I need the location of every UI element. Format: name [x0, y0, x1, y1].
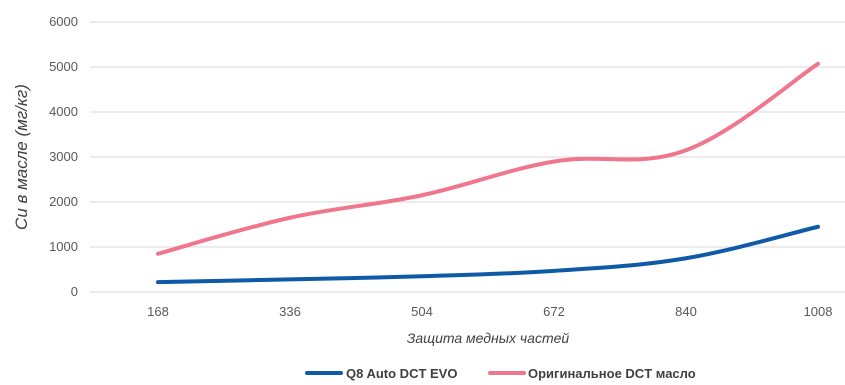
- y-tick-label: 1000: [49, 239, 78, 254]
- x-tick-label: 1008: [804, 304, 833, 319]
- x-axis-ticks: 168 336 504 672 840 1008: [147, 304, 832, 319]
- legend-label: Q8 Auto DCT EVO: [346, 366, 457, 381]
- y-tick-label: 0: [71, 284, 78, 299]
- series-line-1: [156, 224, 820, 285]
- x-tick-label: 168: [147, 304, 169, 319]
- x-tick-label: 336: [279, 304, 301, 319]
- y-tick-label: 4000: [49, 104, 78, 119]
- y-tick-label: 5000: [49, 59, 78, 74]
- series-line-2: [156, 61, 820, 256]
- series-lines: [156, 61, 820, 285]
- legend-label: Оригинальное DCT масло: [528, 366, 696, 381]
- y-tick-label: 6000: [49, 14, 78, 29]
- y-axis-ticks: 0 1000 2000 3000 4000 5000 6000: [49, 14, 78, 299]
- y-axis-title: Cu в масле (мг/кг): [12, 84, 31, 230]
- x-axis-title: Защита медных частей: [407, 330, 570, 346]
- x-tick-label: 840: [675, 304, 697, 319]
- y-tick-label: 2000: [49, 194, 78, 209]
- gridlines: [90, 21, 845, 293]
- y-tick-label: 3000: [49, 149, 78, 164]
- x-tick-label: 504: [411, 304, 433, 319]
- legend: Q8 Auto DCT EVO Оригинальное DCT масло: [305, 366, 696, 381]
- x-tick-label: 672: [543, 304, 565, 319]
